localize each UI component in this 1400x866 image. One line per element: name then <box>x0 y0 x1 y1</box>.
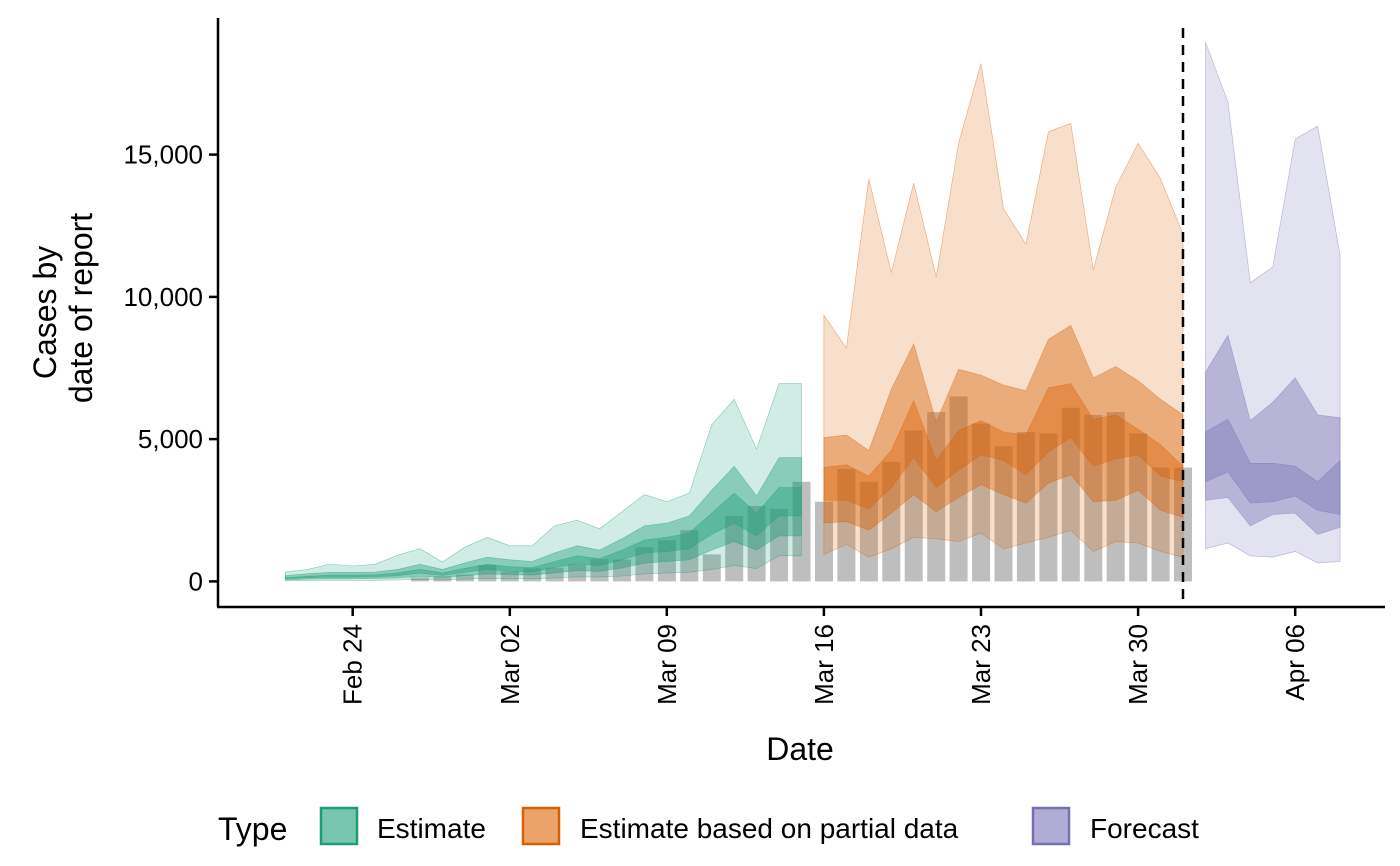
reported-cases-bar <box>837 469 856 582</box>
legend-key-estimate <box>319 806 359 846</box>
reported-cases-bar <box>1129 433 1148 582</box>
band-90pct <box>284 383 802 582</box>
x-tick-label: Mar 09 <box>652 624 682 705</box>
legend-label-partial: Estimate based on partial data <box>580 813 959 844</box>
reported-cases-bar <box>1084 414 1103 582</box>
band-90pct <box>1205 42 1341 564</box>
reported-cases-bar <box>1106 412 1125 582</box>
legend-label-estimate: Estimate <box>377 813 486 844</box>
reported-cases-bar <box>478 565 497 582</box>
band-20pct <box>823 383 1184 510</box>
series-estimate <box>284 383 802 582</box>
reported-cases-bar <box>657 540 676 582</box>
x-tick-label: Mar 02 <box>495 624 525 705</box>
y-ticks: 0 5,000 10,000 15,000 <box>123 140 218 596</box>
reported-cases-bar <box>747 506 766 582</box>
reported-cases-bar <box>455 574 474 582</box>
reported-cases-bar <box>1061 407 1080 582</box>
estimate-bands <box>284 42 1341 582</box>
reported-cases-bar <box>972 423 991 582</box>
series-forecast <box>1205 42 1341 564</box>
legend: Type Estimate Estimate based on partial … <box>218 806 1199 847</box>
reported-cases-bar <box>500 571 519 582</box>
y-axis-title: Cases by date of report <box>27 213 99 403</box>
y-tick-label: 10,000 <box>123 282 203 312</box>
series-estimate-based-on-partial-data <box>823 63 1184 558</box>
y-tick-label: 15,000 <box>123 140 203 170</box>
y-axis-title-line-2: date of report <box>63 213 99 403</box>
reported-cases-bar <box>859 481 878 582</box>
reported-cases-bar <box>590 559 609 582</box>
reported-cases-bar <box>680 530 699 582</box>
reported-cases-bar <box>702 554 721 582</box>
x-ticks: Feb 24 Mar 02 Mar 09 Mar 16 Mar 23 Mar 30 Apr … <box>338 607 1310 705</box>
legend-title: Type <box>218 811 287 847</box>
legend-key-forecast <box>1031 806 1071 846</box>
reported-cases-bar <box>433 576 452 582</box>
legend-key-partial <box>521 806 561 846</box>
band-20pct <box>1205 418 1341 515</box>
legend-label-forecast: Forecast <box>1090 813 1199 844</box>
y-axis-title-line-1: Cases by <box>27 246 63 379</box>
x-tick-label: Apr 06 <box>1280 624 1310 701</box>
x-tick-label: Mar 16 <box>809 624 839 705</box>
x-tick-label: Mar 30 <box>1123 624 1153 705</box>
y-tick-label: 5,000 <box>138 424 203 454</box>
reported-cases-bar <box>1039 433 1058 582</box>
x-tick-label: Mar 23 <box>966 624 996 705</box>
reported-cases-bar <box>725 515 744 582</box>
band-50pct <box>823 324 1184 531</box>
reported-cases-bar <box>904 430 923 582</box>
band-20pct <box>284 487 802 580</box>
band-50pct <box>1205 334 1341 535</box>
reported-cases-bar <box>949 396 968 582</box>
reported-cases-bar <box>770 508 789 582</box>
reported-cases-bar <box>635 547 654 582</box>
x-axis-title: Date <box>766 731 834 767</box>
y-tick-label: 0 <box>189 566 203 596</box>
band-50pct <box>284 457 802 581</box>
axes <box>216 18 1385 609</box>
x-tick-label: Feb 24 <box>338 624 368 705</box>
